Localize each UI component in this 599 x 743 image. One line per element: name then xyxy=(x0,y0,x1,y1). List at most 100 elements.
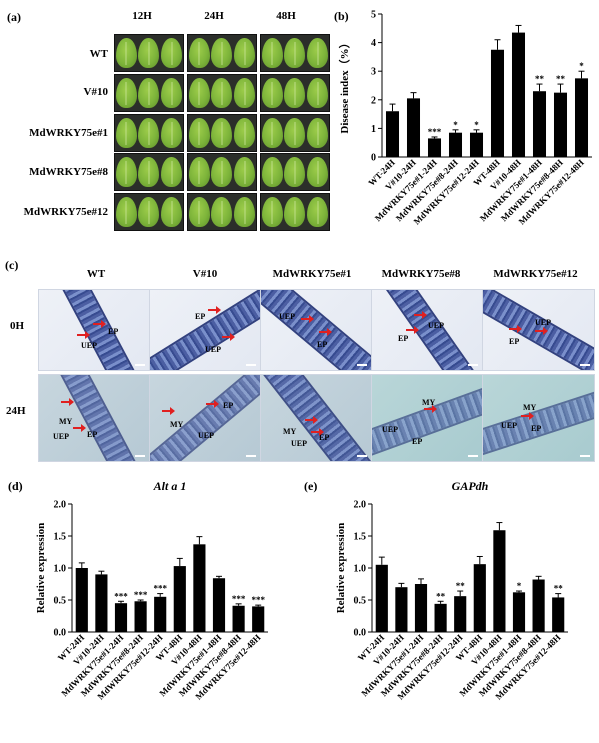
bar xyxy=(173,566,186,632)
micro-label-uep: UEP xyxy=(205,345,221,354)
micro-label-my: MY xyxy=(59,417,73,426)
leaf-photo xyxy=(187,114,257,152)
red-arrow xyxy=(424,405,437,413)
leaf-photo xyxy=(187,193,257,231)
micro-image: EP UEP xyxy=(38,289,150,371)
y-axis-label: Relative expression xyxy=(35,523,47,614)
leaf-photo xyxy=(260,34,330,72)
red-arrow xyxy=(222,333,235,341)
leaf-photo xyxy=(187,74,257,112)
micro-label-ep: EP xyxy=(223,401,234,410)
bar xyxy=(490,49,505,157)
leaf-row-label-e8: MdWRKY75e#8 xyxy=(29,166,108,178)
col-header-24h: 24H xyxy=(204,10,224,22)
y-tick-label: 0.0 xyxy=(354,628,367,639)
leaf-photo xyxy=(260,74,330,112)
micro-col-wt: WT xyxy=(86,268,106,280)
leaf-photo xyxy=(260,153,330,191)
micro-image: EP MY UEP xyxy=(149,374,261,462)
micro-label-ep: EP xyxy=(108,327,119,336)
red-arrow xyxy=(414,311,427,319)
significance-label: ** xyxy=(556,74,566,84)
micro-label-uep: UEP xyxy=(428,321,444,330)
leaf-photo xyxy=(187,153,257,191)
y-tick-label: 1.0 xyxy=(54,564,67,575)
panel-c-label: (c) xyxy=(5,258,19,272)
leaf-row-label-v10: V#10 xyxy=(83,86,108,98)
red-arrow xyxy=(301,315,314,323)
micro-col-e12: MdWRKY75e#12 xyxy=(493,268,578,280)
y-tick-label: 2.0 xyxy=(354,500,367,511)
micro-label-my: MY xyxy=(422,398,436,407)
y-tick-label: 0.0 xyxy=(54,628,67,639)
bar xyxy=(134,601,147,632)
significance-label: ** xyxy=(456,581,466,591)
red-arrow xyxy=(77,331,90,339)
bar xyxy=(385,111,400,157)
significance-label: *** xyxy=(251,595,265,605)
micro-image: MY UEP EP xyxy=(260,374,372,462)
micro-label-uep: UEP xyxy=(198,431,214,440)
panel-label: (d) xyxy=(8,479,23,493)
micro-label-ep: EP xyxy=(319,433,330,442)
micro-label-my: MY xyxy=(170,420,184,429)
micro-label-ep: EP xyxy=(317,340,328,349)
leaf-photo xyxy=(260,114,330,152)
chart-title: Alt a 1 xyxy=(153,479,187,493)
bar xyxy=(532,579,545,632)
y-axis-label: Relative expression xyxy=(335,523,347,614)
bar xyxy=(414,584,428,632)
bar xyxy=(406,98,421,157)
significance-label: * xyxy=(453,120,458,130)
leaf-photo xyxy=(114,34,184,72)
y-tick-label: 0.5 xyxy=(54,596,67,607)
chart-title: GAPdh xyxy=(452,479,489,493)
micro-label-ep: EP xyxy=(509,337,520,346)
red-arrow xyxy=(61,398,74,406)
micro-col-e8: MdWRKY75e#8 xyxy=(381,268,461,280)
y-tick-label: 1.0 xyxy=(354,564,367,575)
y-axis-label: Disease index（%） xyxy=(338,37,351,133)
leaf-row-label-e12: MdWRKY75e#12 xyxy=(23,206,108,218)
y-tick-label: 4 xyxy=(371,38,376,49)
significance-label: *** xyxy=(153,584,167,594)
leaf-row-label-e1: MdWRKY75e#1 xyxy=(29,127,108,139)
bar xyxy=(114,603,128,632)
significance-label: *** xyxy=(428,127,442,137)
y-tick-label: 0.5 xyxy=(354,596,367,607)
red-arrow xyxy=(319,328,332,336)
micro-image: MY UEP EP xyxy=(482,374,595,462)
significance-label: ** xyxy=(554,584,564,594)
micro-label-uep: UEP xyxy=(81,341,97,350)
leaf-photo xyxy=(114,153,184,191)
significance-label: * xyxy=(579,61,584,71)
micro-label-ep: EP xyxy=(87,430,98,439)
bar xyxy=(193,544,206,632)
bar xyxy=(574,78,589,157)
alt-a1-expression-chart: (d) Alt a 1 0.0 0.5 1.0 1.5 2.0 Relative expres… xyxy=(8,479,268,702)
micro-image: MY UEP EP xyxy=(38,374,150,462)
micro-label-uep: UEP xyxy=(279,312,295,321)
leaf-photo xyxy=(114,193,184,231)
bar xyxy=(454,596,467,632)
micro-row-24h: 24H xyxy=(6,405,26,417)
red-arrow xyxy=(311,428,324,436)
bar xyxy=(512,592,526,632)
micro-image: MY UEP EP xyxy=(371,374,483,462)
red-arrow xyxy=(208,306,221,314)
red-arrow xyxy=(162,407,175,415)
bar xyxy=(75,568,88,632)
red-arrow xyxy=(305,416,318,424)
leaf-photo xyxy=(114,114,184,152)
micro-image: UEP EP xyxy=(371,289,483,371)
bar xyxy=(448,132,463,157)
bar xyxy=(427,138,442,157)
leaf-row-label-wt: WT xyxy=(89,48,108,60)
significance-label: *** xyxy=(232,594,246,604)
bar xyxy=(154,596,167,632)
y-tick-label: 3 xyxy=(371,67,376,78)
panel-label: (e) xyxy=(304,479,317,493)
y-tick-label: 1 xyxy=(371,124,376,135)
micro-row-0h: 0H xyxy=(10,320,25,332)
